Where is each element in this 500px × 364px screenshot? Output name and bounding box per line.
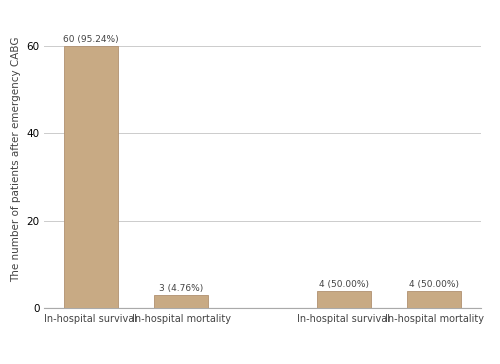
Text: 3 (4.76%): 3 (4.76%) [159, 284, 204, 293]
Y-axis label: The number of patients after emergency CABG: The number of patients after emergency C… [11, 37, 21, 282]
Bar [154, 295, 208, 308]
Bar [407, 291, 461, 308]
Text: 4 (50.00%): 4 (50.00%) [409, 280, 459, 289]
Bar [64, 46, 118, 308]
Text: 4 (50.00%): 4 (50.00%) [319, 280, 369, 289]
Bar [316, 291, 371, 308]
Text: 60 (95.24%): 60 (95.24%) [63, 35, 118, 44]
